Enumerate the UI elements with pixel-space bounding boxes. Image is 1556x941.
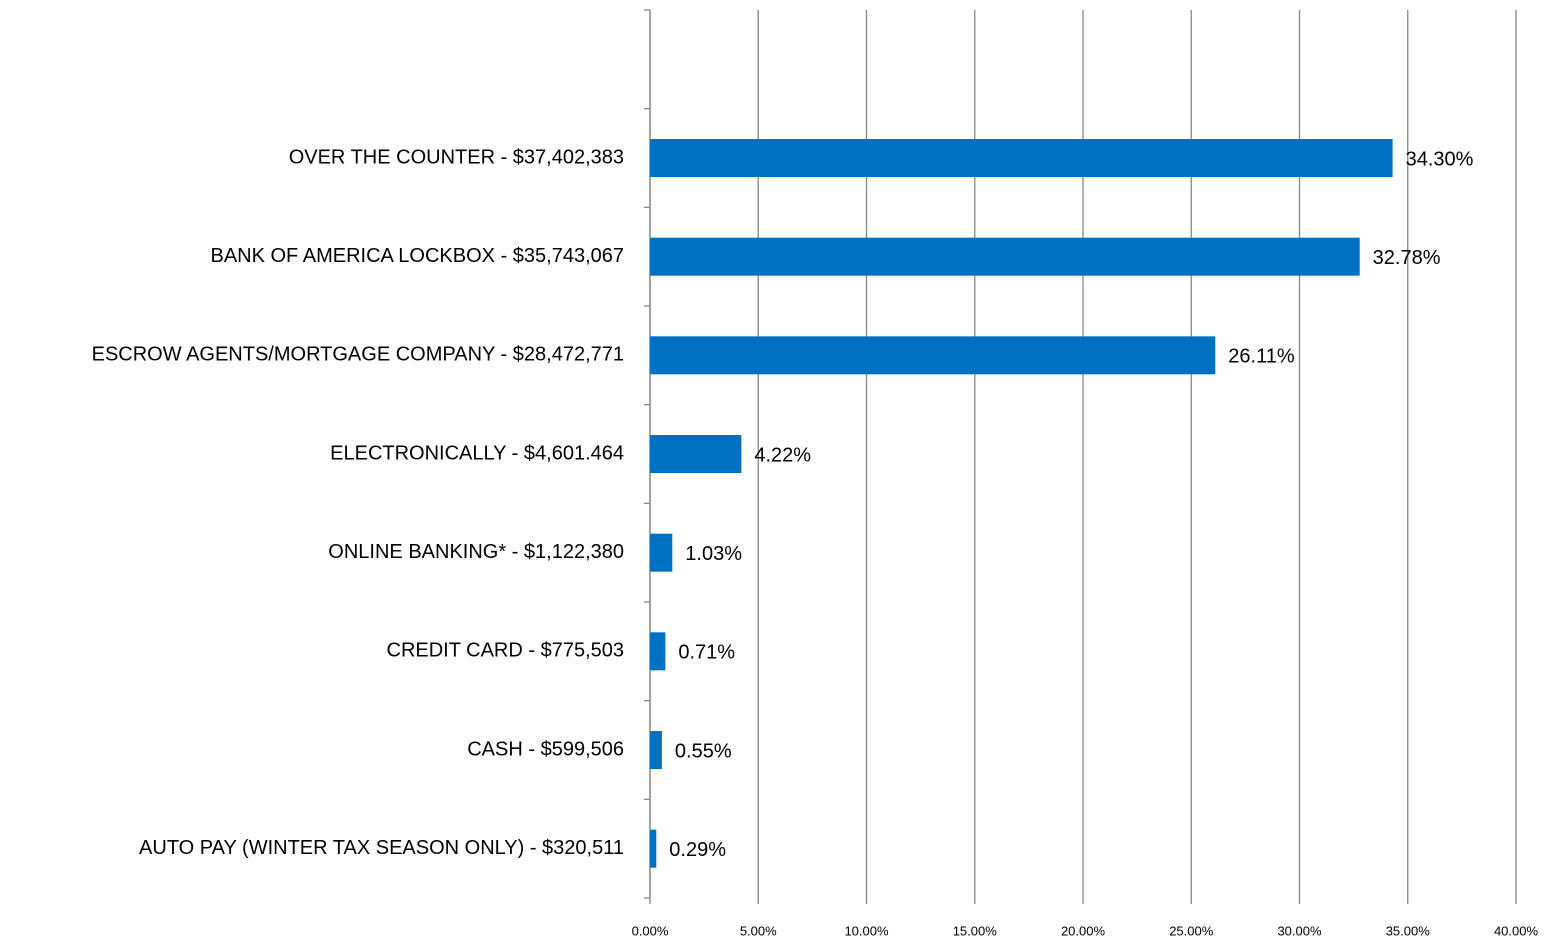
x-tick-label: 35.00% xyxy=(1386,923,1431,938)
value-label: 26.11% xyxy=(1228,346,1295,368)
bar xyxy=(650,435,742,473)
y-tick-label: AUTO PAY (WINTER TAX SEASON ONLY) - $320… xyxy=(139,837,624,859)
value-label: 1.03% xyxy=(685,543,742,565)
bar xyxy=(650,336,1216,375)
bar xyxy=(650,632,666,671)
x-tick-label: 40.00% xyxy=(1494,923,1539,938)
y-tick-label: OVER THE COUNTER - $37,402,383 xyxy=(289,146,624,168)
value-label: 0.29% xyxy=(669,839,726,861)
bar xyxy=(650,237,1360,276)
x-tick-label: 25.00% xyxy=(1169,923,1214,938)
bar xyxy=(650,139,1393,177)
x-tick-label: 10.00% xyxy=(844,923,889,938)
y-tick-label: ONLINE BANKING* - $1,122,380 xyxy=(328,541,624,563)
x-tick-label: 0.00% xyxy=(632,923,669,938)
y-tick-label: CASH - $599,506 xyxy=(467,738,624,760)
value-label: 34.30% xyxy=(1406,148,1474,170)
y-tick-label: CREDIT CARD - $775,503 xyxy=(387,640,625,662)
y-tick-label: BANK OF AMERICA LOCKBOX - $35,743,067 xyxy=(210,245,624,267)
value-label: 0.55% xyxy=(675,740,732,762)
x-tick-label: 15.00% xyxy=(953,923,998,938)
bar xyxy=(650,829,657,868)
x-tick-label: 5.00% xyxy=(740,923,777,938)
y-tick-label: ESCROW AGENTS/MORTGAGE COMPANY - $28,472… xyxy=(92,344,624,366)
value-label: 32.78% xyxy=(1373,247,1441,269)
bar xyxy=(650,533,673,572)
y-tick-label: ELECTRONICALLY - $4,601.464 xyxy=(330,442,624,464)
bar xyxy=(650,731,662,769)
value-label: 4.22% xyxy=(754,444,811,466)
x-tick-label: 20.00% xyxy=(1061,923,1106,938)
value-label: 0.71% xyxy=(678,642,735,664)
x-tick-label: 30.00% xyxy=(1277,923,1322,938)
